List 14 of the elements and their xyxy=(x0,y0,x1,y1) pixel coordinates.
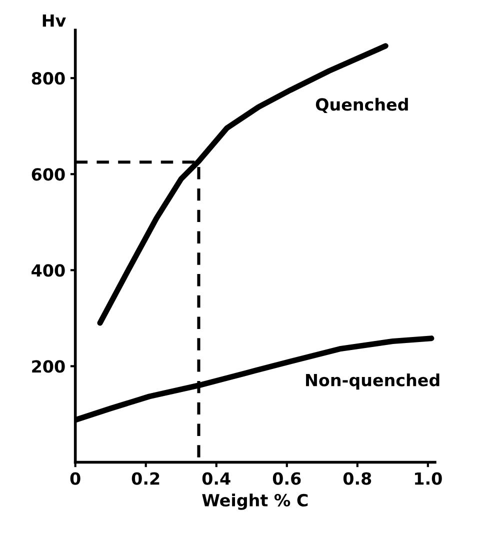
series-label: Non-quenched xyxy=(306,373,440,390)
y-tick-label: 400 xyxy=(32,264,65,277)
y-tick-label: 200 xyxy=(32,360,65,373)
y-tick-label: 800 xyxy=(32,72,65,85)
y-tick-label: 600 xyxy=(32,168,65,181)
series-label: Quenched xyxy=(316,98,408,113)
x-axis-title: Weight % C xyxy=(202,494,308,510)
x-tick-label: 0.2 xyxy=(132,472,160,485)
x-tick-label: 0.6 xyxy=(272,472,301,485)
x-tick-label: 1.0 xyxy=(415,472,442,485)
y-axis-title: Hv xyxy=(42,14,66,27)
x-tick-label: 0.8 xyxy=(343,472,372,485)
x-tick-label: 0 xyxy=(70,472,80,485)
x-tick-label: 0.4 xyxy=(202,472,230,485)
